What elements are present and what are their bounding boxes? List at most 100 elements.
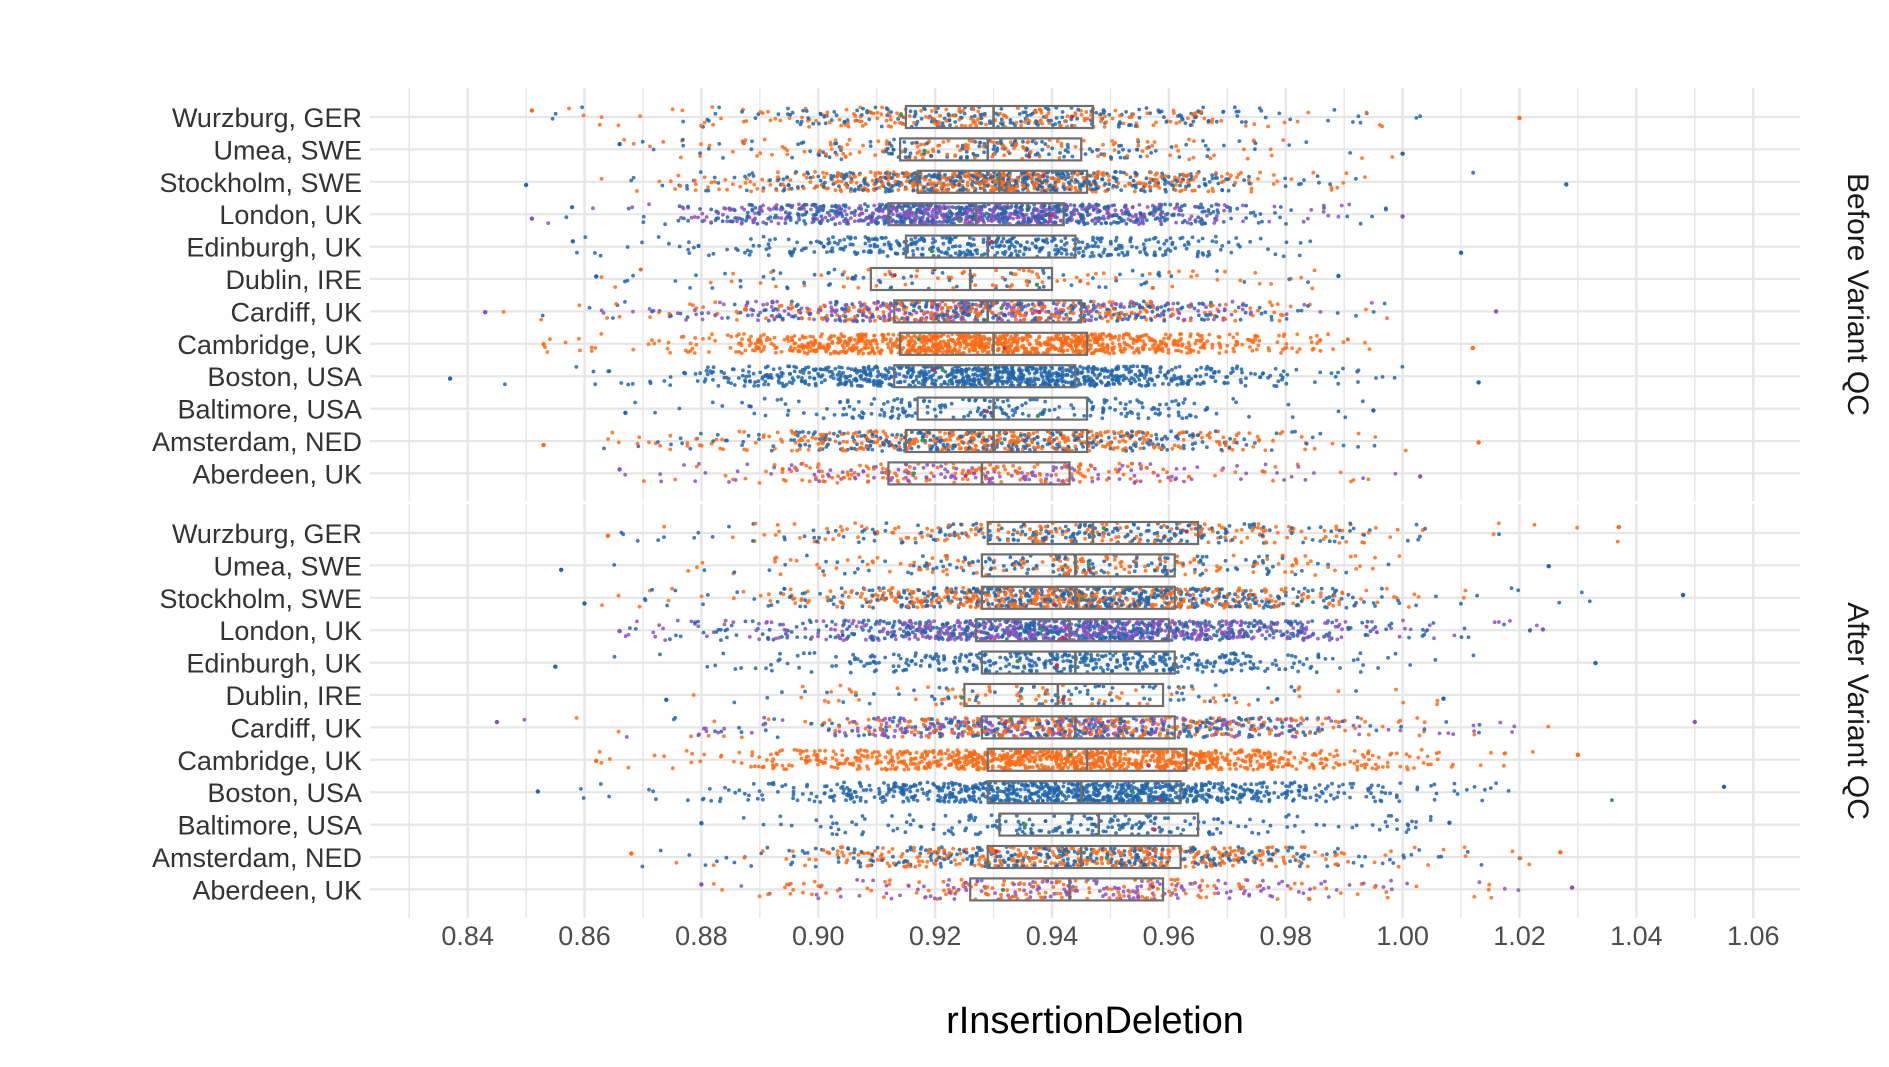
data-point <box>853 119 857 123</box>
data-point <box>1036 123 1040 127</box>
data-point <box>908 155 912 159</box>
data-point <box>871 315 875 319</box>
data-point <box>1244 311 1248 315</box>
data-point <box>802 219 806 223</box>
data-point <box>635 189 639 193</box>
data-point <box>1215 214 1219 218</box>
data-point <box>1112 184 1116 188</box>
data-point <box>1025 283 1029 287</box>
data-point <box>846 276 850 280</box>
data-point <box>1091 276 1095 280</box>
data-point <box>1167 348 1171 352</box>
data-point <box>1026 118 1030 122</box>
data-point <box>1183 243 1187 247</box>
data-point <box>931 245 935 249</box>
data-point <box>631 274 635 278</box>
data-point <box>834 318 838 322</box>
data-point <box>1107 113 1111 117</box>
data-point <box>698 207 702 211</box>
data-point <box>1170 242 1174 246</box>
data-point <box>850 302 854 306</box>
data-point <box>825 250 829 254</box>
data-point <box>748 216 752 220</box>
data-point <box>708 144 712 148</box>
data-point <box>912 240 916 244</box>
data-point <box>1060 116 1064 120</box>
data-point <box>868 311 872 315</box>
data-point <box>785 175 789 179</box>
data-point <box>1047 119 1051 123</box>
data-point <box>1038 335 1042 339</box>
data-point <box>1154 350 1158 354</box>
data-point <box>731 182 735 186</box>
data-point <box>1156 273 1160 277</box>
data-point <box>1070 308 1074 312</box>
data-point <box>814 213 818 217</box>
data-point <box>1197 350 1201 354</box>
data-point <box>864 209 868 213</box>
data-point <box>865 305 869 309</box>
data-point <box>908 114 912 118</box>
data-point <box>966 188 970 192</box>
data-point <box>958 209 962 213</box>
data-point <box>734 247 738 251</box>
data-point <box>969 177 973 181</box>
data-point <box>1071 302 1075 306</box>
data-point <box>850 211 854 215</box>
data-point <box>829 301 833 305</box>
data-point <box>839 124 843 128</box>
data-point <box>1384 208 1388 212</box>
data-point <box>1153 250 1157 254</box>
data-point <box>763 138 767 142</box>
data-point <box>1170 145 1174 149</box>
data-point <box>948 209 952 213</box>
data-point <box>843 209 847 213</box>
data-point <box>1054 244 1058 248</box>
data-point <box>1089 318 1093 322</box>
data-point <box>777 305 781 309</box>
data-point <box>1109 222 1113 226</box>
data-point <box>1102 215 1106 219</box>
data-point <box>1341 181 1345 185</box>
data-point <box>832 110 836 114</box>
data-point <box>886 254 890 258</box>
data-point <box>1123 184 1127 188</box>
data-point <box>846 318 850 322</box>
data-point <box>1159 305 1163 309</box>
data-point <box>862 180 866 184</box>
data-point <box>1223 270 1227 274</box>
data-point <box>851 243 855 247</box>
data-point <box>1220 244 1224 248</box>
data-point <box>1260 220 1264 224</box>
data-point <box>1074 186 1078 190</box>
data-point <box>1202 177 1206 181</box>
data-point <box>1031 312 1035 316</box>
data-point <box>1147 305 1151 309</box>
data-point <box>1081 250 1085 254</box>
data-point <box>1038 108 1042 112</box>
data-point <box>1200 218 1204 222</box>
data-point <box>711 123 715 127</box>
data-point <box>867 117 871 121</box>
data-point <box>1238 279 1242 283</box>
data-point <box>1359 121 1363 125</box>
data-point <box>945 153 949 157</box>
data-point <box>1187 242 1191 246</box>
data-point <box>1110 303 1114 307</box>
data-point <box>859 184 863 188</box>
data-point <box>819 306 823 310</box>
data-point <box>842 219 846 223</box>
data-point <box>1082 335 1086 339</box>
data-point <box>1030 347 1034 351</box>
data-point <box>867 352 871 356</box>
data-point <box>982 150 986 154</box>
data-point <box>884 150 888 154</box>
data-point <box>1016 176 1020 180</box>
data-point <box>777 222 781 226</box>
data-point <box>1110 316 1114 320</box>
data-point <box>776 308 780 312</box>
data-point <box>1107 182 1111 186</box>
data-point <box>1160 172 1164 176</box>
data-point <box>1149 189 1153 193</box>
data-point <box>1119 348 1123 352</box>
